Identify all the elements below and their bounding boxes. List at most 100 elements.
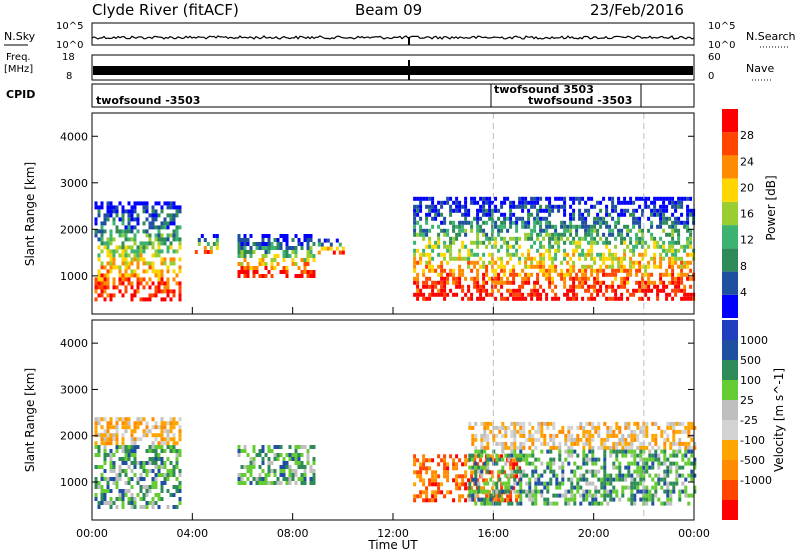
scatter-cell — [166, 421, 170, 426]
scatter-cell — [94, 445, 98, 449]
scatter-cell — [671, 272, 675, 277]
scatter-cell — [615, 473, 619, 478]
scatter-cell — [593, 228, 597, 233]
scatter-cell — [488, 292, 492, 297]
scatter-cell — [455, 232, 459, 237]
scatter-cell — [151, 497, 155, 501]
scatter-cell — [474, 489, 478, 494]
scatter-cell — [527, 224, 531, 229]
scatter-cell — [545, 224, 549, 229]
scatter-cell — [668, 248, 672, 253]
scatter-cell — [677, 280, 681, 285]
scatter-cell — [579, 465, 583, 470]
scatter-cell — [264, 266, 268, 270]
scatter-cell — [507, 445, 511, 450]
scatter-cell — [623, 208, 627, 213]
scatter-cell — [669, 441, 673, 446]
scatter-cell — [428, 478, 432, 483]
scatter-cell — [237, 234, 241, 238]
scatter-cell — [672, 437, 676, 442]
scatter-cell — [252, 461, 256, 465]
scatter-cell — [479, 296, 483, 301]
scatter-cell — [500, 220, 504, 225]
scatter-cell — [509, 466, 513, 471]
scatter-cell — [612, 429, 616, 434]
scatter-cell — [485, 280, 489, 285]
scatter-cell — [166, 237, 170, 242]
scatter-cell — [267, 445, 271, 449]
scatter-cell — [506, 248, 510, 253]
scatter-cell — [151, 293, 155, 298]
scatter-cell — [630, 477, 634, 482]
scatter-cell — [684, 461, 688, 466]
scatter-cell — [106, 421, 110, 426]
scatter-cell — [133, 217, 137, 222]
scatter-cell — [163, 237, 167, 242]
scatter-cell — [178, 225, 182, 230]
scatter-cell — [258, 246, 262, 250]
scatter-cell — [166, 489, 170, 493]
scatter-cell — [133, 293, 137, 298]
scatter-cell — [539, 256, 543, 261]
scatter-cell — [665, 284, 669, 289]
scatter-cell — [552, 473, 556, 478]
scatter-cell — [428, 466, 432, 471]
scatter-cell — [127, 221, 131, 226]
scatter-cell — [154, 269, 158, 274]
scatter-cell — [106, 477, 110, 481]
scatter-cell — [536, 296, 540, 301]
scatter-cell — [686, 196, 690, 201]
scatter-cell — [133, 461, 137, 465]
scatter-cell — [621, 493, 625, 498]
scatter-cell — [573, 449, 577, 454]
scatter-cell — [109, 469, 113, 473]
scatter-cell — [154, 201, 158, 206]
scatter-cell — [471, 457, 475, 462]
scatter-cell — [539, 208, 543, 213]
scatter-cell — [519, 493, 523, 498]
scatter-cell — [563, 228, 567, 233]
nsky-right-top: 10^5 — [708, 21, 735, 32]
scatter-cell — [483, 425, 487, 430]
scatter-cell — [627, 465, 631, 470]
scatter-cell — [133, 241, 137, 246]
scatter-cell — [617, 268, 621, 273]
scatter-cell — [194, 250, 198, 254]
scatter-cell — [488, 216, 492, 221]
scatter-cell — [130, 229, 134, 234]
scatter-cell — [118, 201, 122, 206]
scatter-cell — [527, 216, 531, 221]
scatter-cell — [428, 244, 432, 249]
scatter-cell — [297, 457, 301, 461]
scatter-cell — [677, 276, 681, 281]
scatter-cell — [297, 274, 301, 278]
scatter-cell — [100, 285, 104, 290]
scatter-cell — [672, 433, 676, 438]
scatter-cell — [309, 238, 313, 242]
scatter-cell — [656, 212, 660, 217]
scatter-cell — [240, 449, 244, 453]
scatter-cell — [623, 256, 627, 261]
scatter-cell — [515, 236, 519, 241]
scatter-cell — [614, 292, 618, 297]
scatter-cell — [657, 473, 661, 478]
scatter-cell — [684, 453, 688, 458]
scatter-cell — [413, 494, 417, 499]
scatter-cell — [557, 248, 561, 253]
scatter-cell — [437, 244, 441, 249]
scatter-cell — [446, 462, 450, 467]
scatter-cell — [464, 474, 468, 479]
scatter-cell — [678, 421, 682, 426]
scatter-cell — [148, 233, 152, 238]
scatter-cell — [606, 425, 610, 430]
scatter-cell — [627, 473, 631, 478]
scatter-cell — [124, 237, 128, 242]
scatter-cell — [516, 445, 520, 450]
scatter-cell — [627, 497, 631, 502]
scatter-cell — [525, 493, 529, 498]
scatter-cell — [651, 445, 655, 450]
scatter-cell — [569, 212, 573, 217]
scatter-cell — [588, 489, 592, 494]
scatter-cell — [166, 505, 170, 509]
scatter-cell — [548, 284, 552, 289]
